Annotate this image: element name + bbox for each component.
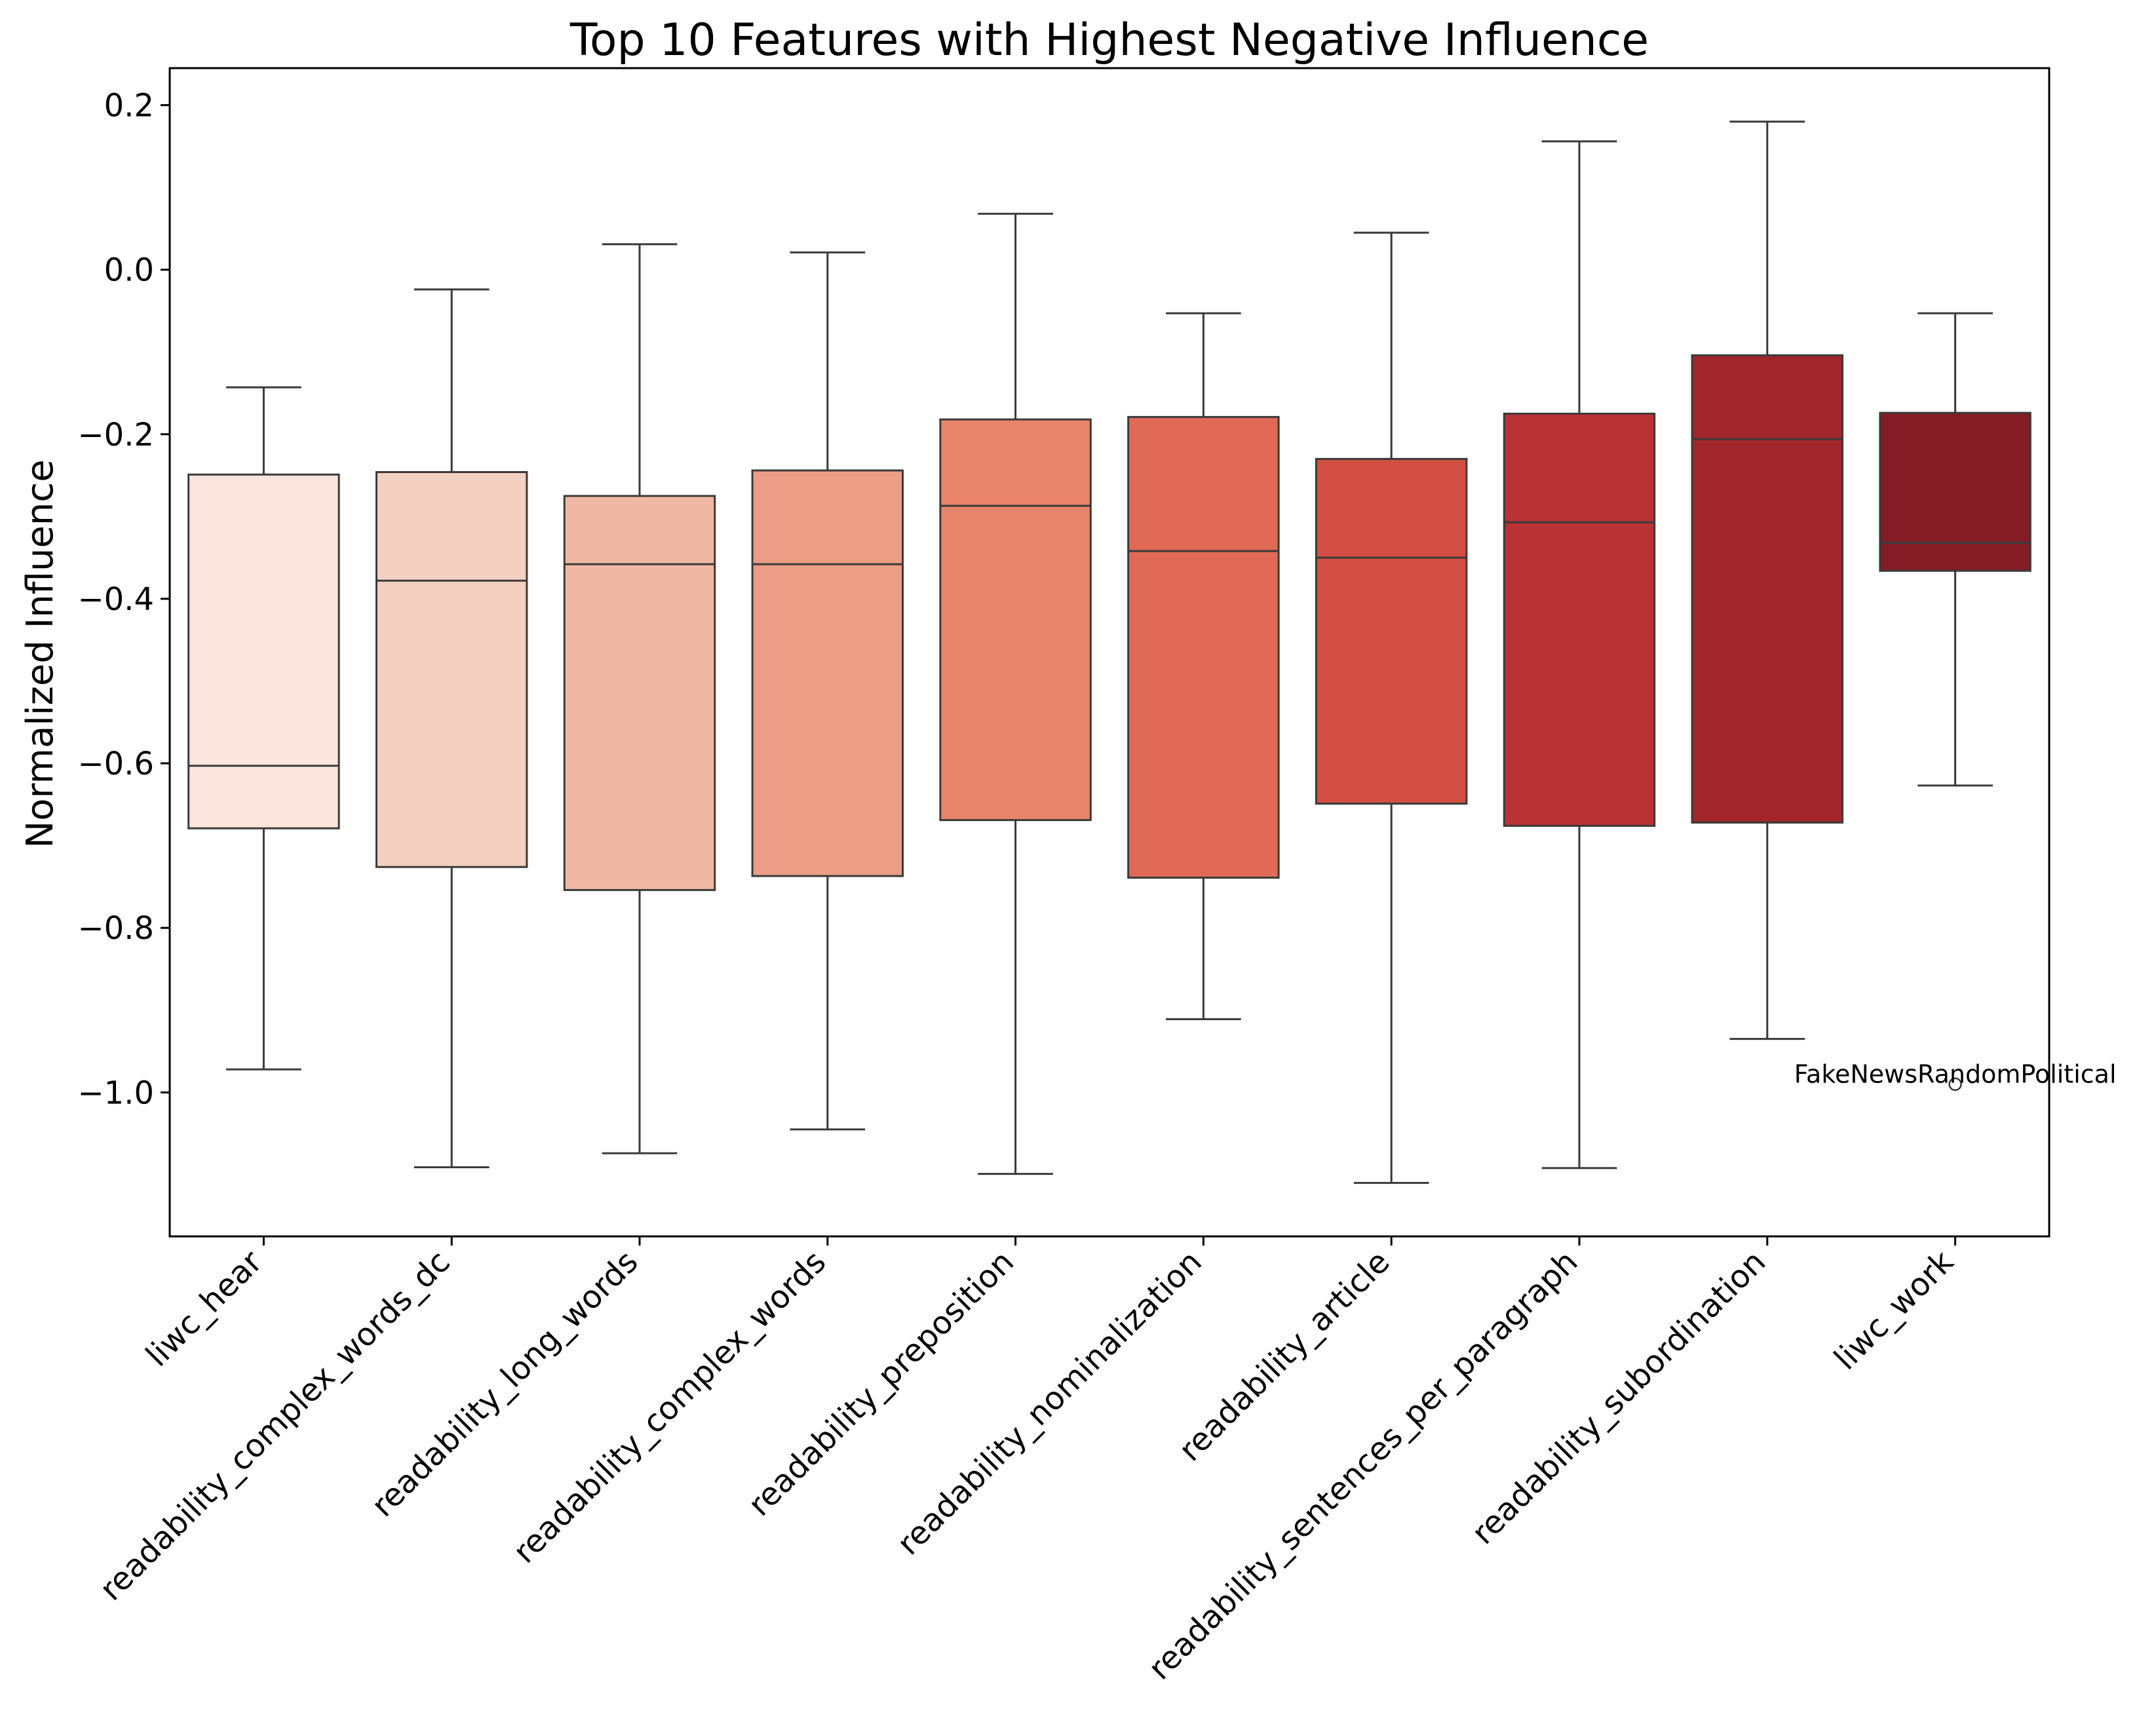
y-axis-label: Normalized Influence <box>19 459 62 848</box>
outlier-point <box>1948 1077 1962 1091</box>
iqr-box <box>187 473 340 829</box>
y-tick-label: −0.4 <box>77 581 154 618</box>
iqr-box <box>939 418 1092 822</box>
iqr-box <box>1315 457 1468 805</box>
box-readability_long_words <box>563 243 716 1154</box>
box-liwc_hear <box>187 386 340 1071</box>
x-axis: liwc_hearreadability_complex_words_dcrea… <box>93 1236 1961 1687</box>
x-tick-label: liwc_work <box>1827 1244 1961 1377</box>
outlier-series: FakeNewsRandomPolitical <box>1794 1060 2117 1091</box>
x-tick-label: readability_article <box>1172 1244 1396 1468</box>
iqr-box <box>1503 412 1656 827</box>
box-series <box>187 121 2031 1184</box>
x-tick-label: readability_complex_words <box>506 1244 833 1571</box>
iqr-box <box>1691 354 1844 824</box>
y-tick-label: 0.2 <box>104 88 154 124</box>
y-tick-label: −1.0 <box>77 1075 154 1111</box>
box-readability_article <box>1315 231 1468 1184</box>
iqr-box <box>563 495 716 891</box>
box-readability_preposition <box>939 212 1092 1175</box>
x-tick-label: readability_subordination <box>1465 1244 1773 1552</box>
iqr-box <box>1127 415 1280 879</box>
chart-title: Top 10 Features with Highest Negative In… <box>569 14 1649 66</box>
x-tick-label: liwc_hear <box>139 1244 269 1374</box>
x-tick-label: readability_sentences_per_paragraph <box>1142 1244 1585 1687</box>
x-tick-label: readability_nominalization <box>890 1244 1209 1563</box>
y-tick-label: −0.2 <box>77 417 154 453</box>
box-readability_complex_words <box>751 251 904 1131</box>
y-tick-label: −0.8 <box>77 910 154 947</box>
box-readability_complex_words_dc <box>375 288 528 1169</box>
y-axis: 0.2 0.0 −0.2 −0.4 −0.6 −0.8 −1.0 <box>77 88 170 1111</box>
box-readability_subordination <box>1691 121 1844 1040</box>
y-tick-label: 0.0 <box>104 252 154 289</box>
iqr-box <box>751 469 904 877</box>
box-readability_sentences_per_paragraph <box>1503 140 1656 1170</box>
plot-frame <box>168 67 2050 1238</box>
outlier-label: FakeNewsRandomPolitical <box>1794 1060 2117 1089</box>
iqr-box <box>1879 411 2031 572</box>
iqr-box <box>375 471 528 868</box>
x-tick-label: readability_complex_words_dc <box>93 1244 457 1608</box>
y-tick-label: −0.6 <box>77 746 154 782</box>
box-readability_nominalization <box>1127 312 1280 1021</box>
box-liwc_work <box>1879 312 2031 787</box>
